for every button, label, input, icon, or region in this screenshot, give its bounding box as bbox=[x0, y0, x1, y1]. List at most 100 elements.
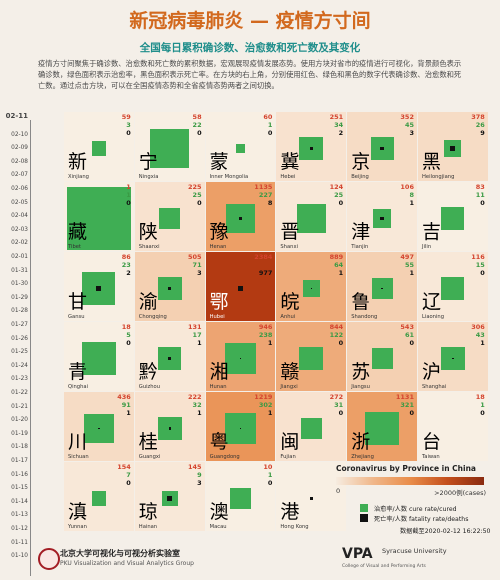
province-cell[interactable]: 10 1 0 澳 Macau bbox=[205, 462, 276, 531]
province-cell[interactable]: 18 1 0 台 Taiwan bbox=[418, 392, 488, 461]
province-cell[interactable]: 154 7 0 滇 Yunnan bbox=[64, 462, 134, 531]
province-cell[interactable]: 86 23 2 甘 Gansu bbox=[64, 252, 134, 321]
province-cell[interactable]: 505 71 3 渝 Chongqing bbox=[134, 252, 205, 321]
timeline-date[interactable]: 01-23 bbox=[11, 376, 28, 383]
timeline-date[interactable]: 01-24 bbox=[11, 362, 28, 369]
timeline-date[interactable]: 01-20 bbox=[11, 417, 28, 424]
death-count: 2 bbox=[338, 129, 344, 137]
province-cell[interactable]: 83 11 0 吉 Jilin bbox=[418, 182, 488, 251]
province-cell[interactable]: 2384 977 鄂 Hubei bbox=[205, 252, 276, 321]
cured-count: 25 bbox=[334, 191, 344, 199]
death-count: 1 bbox=[338, 269, 344, 277]
province-cell[interactable]: 131 17 1 黔 Guizhou bbox=[134, 322, 205, 391]
timeline-date[interactable]: 02-07 bbox=[11, 172, 28, 179]
province-cell[interactable]: 946 238 1 湘 Hunan bbox=[205, 322, 276, 391]
timeline-date[interactable]: 01-21 bbox=[11, 403, 28, 410]
province-name: Gansu bbox=[68, 314, 85, 320]
timeline-date[interactable]: 01-31 bbox=[11, 267, 28, 274]
timeline-date[interactable]: 01-13 bbox=[11, 512, 28, 519]
death-count: 8 bbox=[267, 199, 273, 207]
timeline-date[interactable]: 01-30 bbox=[11, 281, 28, 288]
timeline-date[interactable]: 02-01 bbox=[11, 254, 28, 260]
fatality-rate-square bbox=[452, 357, 454, 360]
province-abbr: 川 bbox=[68, 431, 88, 453]
timeline-date[interactable]: 02-06 bbox=[11, 186, 28, 192]
cured-count: 3 bbox=[126, 121, 131, 129]
timeline-date[interactable]: 01-17 bbox=[11, 458, 28, 464]
timeline-date[interactable]: 01-12 bbox=[11, 526, 28, 532]
fatality-rate-square bbox=[239, 427, 241, 429]
fatality-rate-square bbox=[309, 146, 313, 151]
death-label: 死亡率/人数 fatality rate/deaths bbox=[374, 516, 469, 523]
timeline-date[interactable]: 01-19 bbox=[11, 430, 28, 437]
province-cell[interactable]: 106 8 1 津 Tianjin bbox=[347, 182, 417, 251]
province-cell[interactable]: 222 32 1 桂 Guangxi bbox=[134, 392, 205, 461]
province-cell[interactable]: 251 34 2 冀 Hebei bbox=[276, 112, 347, 181]
province-cell[interactable]: 352 45 3 京 Beijing bbox=[347, 112, 417, 181]
cured-count: 32 bbox=[192, 401, 202, 409]
province-cell[interactable]: 58 22 0 宁 Ningxia bbox=[134, 112, 205, 181]
province-name: Hebei bbox=[280, 174, 296, 180]
timeline-date[interactable]: 02-11 bbox=[5, 112, 28, 120]
province-cell[interactable]: 1135 227 8 豫 Henan bbox=[205, 182, 276, 251]
timeline-date[interactable]: 02-10 bbox=[11, 131, 28, 138]
timeline-date[interactable]: 02-08 bbox=[11, 158, 28, 165]
timeline-date[interactable]: 01-27 bbox=[11, 322, 28, 328]
legend-color-scale bbox=[336, 477, 484, 485]
timeline-date[interactable]: 01-26 bbox=[11, 335, 28, 342]
timeline-date[interactable]: 02-05 bbox=[11, 199, 28, 206]
timeline-date[interactable]: 01-16 bbox=[11, 471, 28, 478]
province-cell[interactable]: 124 25 0 晋 Shanxi bbox=[276, 182, 347, 251]
province-cell[interactable]: 港 Hong Kong bbox=[276, 462, 347, 531]
cured-count: 34 bbox=[334, 121, 344, 129]
timeline-date[interactable]: 02-02 bbox=[11, 240, 28, 247]
province-cell[interactable]: 497 55 1 鲁 Shandong bbox=[347, 252, 417, 321]
timeline-date[interactable]: 01-22 bbox=[11, 390, 28, 396]
timeline-date[interactable]: 02-09 bbox=[11, 145, 28, 152]
province-cell[interactable]: 116 15 0 辽 Liaoning bbox=[418, 252, 488, 321]
cured-count: 1 bbox=[267, 121, 273, 129]
province-cell[interactable]: 543 61 0 苏 Jiangsu bbox=[347, 322, 417, 391]
province-cell[interactable]: 59 3 0 新 Xinjiang bbox=[64, 112, 134, 181]
timeline-date[interactable]: 01-29 bbox=[11, 294, 28, 301]
province-abbr: 黔 bbox=[138, 361, 158, 383]
province-cell[interactable]: 378 26 9 黑 Heilongjiang bbox=[418, 112, 488, 181]
province-cell[interactable]: 436 91 1 川 Sichuan bbox=[64, 392, 134, 461]
province-name: Tibet bbox=[68, 244, 81, 250]
confirmed-count: 83 bbox=[475, 183, 485, 191]
timeline-date[interactable]: 01-10 bbox=[11, 553, 28, 560]
province-name: Ningxia bbox=[138, 174, 159, 180]
cured-count: 31 bbox=[334, 401, 344, 409]
province-abbr: 沪 bbox=[422, 361, 442, 383]
province-cell[interactable]: 1219 302 1 粤 Guangdong bbox=[205, 392, 276, 461]
province-cell[interactable]: 306 43 1 沪 Shanghai bbox=[418, 322, 488, 391]
cure-rate-square bbox=[371, 347, 393, 370]
province-cell[interactable]: 889 64 1 皖 Anhui bbox=[276, 252, 347, 321]
timeline-date[interactable]: 01-15 bbox=[11, 485, 28, 492]
timeline-date[interactable]: 02-03 bbox=[11, 226, 28, 233]
province-cell[interactable]: 18 5 0 青 Qinghai bbox=[64, 322, 134, 391]
province-cell[interactable]: 145 9 3 琼 Hainan bbox=[134, 462, 205, 531]
timeline-date[interactable]: 01-25 bbox=[11, 349, 28, 356]
province-cell[interactable]: 1 1 0 藏 Tibet bbox=[64, 182, 134, 251]
timeline-date[interactable]: 02-04 bbox=[11, 213, 28, 220]
province-cell[interactable]: 272 31 0 闽 Fujian bbox=[276, 392, 347, 461]
province-name: Henan bbox=[209, 244, 227, 250]
province-abbr: 赣 bbox=[280, 361, 300, 383]
confirmed-count: 86 bbox=[121, 253, 131, 261]
province-cell[interactable]: 60 1 0 蒙 Inner Mongolia bbox=[205, 112, 276, 181]
province-abbr: 晋 bbox=[280, 221, 300, 243]
timeline-date[interactable]: 01-18 bbox=[11, 444, 28, 451]
timeline-date[interactable]: 01-28 bbox=[11, 308, 28, 315]
province-cell[interactable]: 225 25 0 陕 Shaanxi bbox=[134, 182, 205, 251]
confirmed-count: 154 bbox=[117, 463, 131, 471]
province-cell[interactable]: 1131 321 0 浙 Zhejiang bbox=[347, 392, 417, 461]
province-name: Yunnan bbox=[68, 524, 87, 530]
province-name: Hunan bbox=[209, 384, 227, 390]
timeline-date[interactable]: 01-14 bbox=[11, 498, 28, 505]
timeline-date[interactable]: 01-11 bbox=[11, 539, 28, 546]
confirmed-count: 378 bbox=[471, 113, 485, 121]
date-timeline[interactable]: 02-11 02-10 02-09 02-08 02-07 02-06 02-05 02-04… bbox=[5, 112, 34, 576]
confirmed-count: 889 bbox=[329, 253, 344, 261]
province-cell[interactable]: 844 122 0 赣 Jiangxi bbox=[276, 322, 347, 391]
